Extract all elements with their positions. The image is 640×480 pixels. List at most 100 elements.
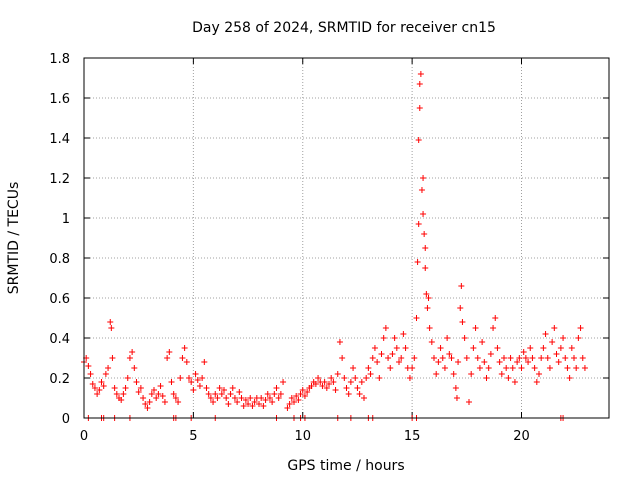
data-point	[557, 345, 564, 351]
data-point	[144, 405, 151, 411]
data-point	[109, 355, 116, 361]
data-point	[242, 397, 249, 403]
data-point	[122, 385, 129, 391]
data-point	[328, 375, 335, 381]
data-point	[415, 221, 422, 227]
data-point	[387, 365, 394, 371]
data-point	[428, 339, 435, 345]
data-point	[511, 379, 518, 385]
data-point	[463, 355, 470, 361]
data-point	[142, 401, 149, 407]
y-axis-label: SRMTID / TECUs	[6, 182, 22, 295]
data-point	[448, 355, 455, 361]
data-point	[301, 393, 308, 399]
data-point	[203, 385, 210, 391]
data-point	[416, 81, 423, 87]
data-point	[126, 355, 133, 361]
data-point	[378, 351, 385, 357]
data-point	[501, 355, 507, 361]
data-point	[496, 359, 503, 365]
data-point	[146, 399, 153, 405]
data-point	[330, 379, 337, 385]
data-point	[218, 391, 225, 397]
data-point	[400, 331, 407, 337]
data-point	[225, 401, 232, 407]
data-point	[155, 391, 162, 397]
data-point	[551, 325, 558, 331]
data-point	[420, 175, 427, 181]
data-point	[371, 345, 378, 351]
data-point	[321, 379, 328, 385]
data-point	[249, 403, 256, 409]
data-point	[323, 385, 330, 391]
data-point	[490, 325, 497, 331]
data-point	[577, 325, 584, 331]
data-point	[175, 399, 182, 405]
data-point	[332, 387, 339, 393]
data-point	[111, 385, 118, 391]
data-point	[199, 375, 206, 381]
data-point	[216, 385, 223, 391]
data-point	[365, 365, 372, 371]
data-point	[179, 355, 186, 361]
x-tick-label: 5	[189, 429, 197, 444]
data-point	[422, 245, 429, 251]
y-tick-labels: 0 0.2 0.4 0.6 0.8 1 1.2 1.4 1.6 1.8	[49, 52, 70, 427]
data-point	[236, 389, 243, 395]
y-tick-label: 0.2	[49, 372, 70, 387]
x-tick-label: 15	[404, 429, 421, 444]
data-point	[380, 335, 387, 341]
y-tick-label: 1.6	[49, 92, 70, 107]
data-point	[536, 371, 542, 377]
data-point	[575, 335, 582, 341]
data-point	[555, 359, 562, 365]
data-point	[562, 355, 569, 361]
data-point	[498, 371, 505, 377]
data-point	[461, 335, 468, 341]
chart-title: Day 258 of 2024, SRMTID for receiver cn1…	[192, 20, 496, 36]
data-point	[166, 349, 173, 355]
y-tick-label: 0.6	[49, 292, 70, 307]
data-point	[266, 395, 273, 401]
data-point	[196, 383, 203, 389]
data-point	[458, 283, 465, 289]
data-point	[544, 355, 551, 361]
data-point	[474, 355, 481, 361]
data-point	[459, 319, 466, 325]
x-tick-label: 0	[80, 429, 88, 444]
data-point	[516, 355, 523, 361]
data-point	[107, 319, 114, 325]
data-point	[275, 395, 282, 401]
data-point	[542, 331, 549, 337]
y-tick-label: 0	[62, 412, 70, 427]
data-point	[286, 401, 293, 407]
data-point	[277, 391, 284, 397]
data-point	[299, 387, 306, 393]
data-point	[140, 395, 147, 401]
data-point	[426, 325, 433, 331]
data-point	[129, 349, 136, 355]
data-point	[398, 355, 405, 361]
data-point	[492, 315, 499, 321]
data-point	[170, 391, 177, 397]
data-point	[571, 355, 577, 361]
data-point	[356, 391, 363, 397]
data-point	[214, 395, 221, 401]
data-point	[269, 399, 276, 405]
y-tick-label: 1	[62, 212, 70, 227]
data-point	[391, 335, 398, 341]
data-point	[124, 375, 131, 381]
data-point	[533, 379, 540, 385]
data-point	[553, 351, 560, 357]
data-point	[339, 355, 346, 361]
data-point	[91, 385, 98, 391]
data-point	[540, 345, 547, 351]
data-point	[411, 355, 418, 361]
data-point	[312, 381, 319, 387]
data-point	[435, 359, 442, 365]
data-point	[231, 395, 238, 401]
data-point	[326, 381, 332, 387]
data-point	[192, 371, 199, 377]
data-point	[466, 399, 472, 405]
data-point	[389, 351, 396, 357]
